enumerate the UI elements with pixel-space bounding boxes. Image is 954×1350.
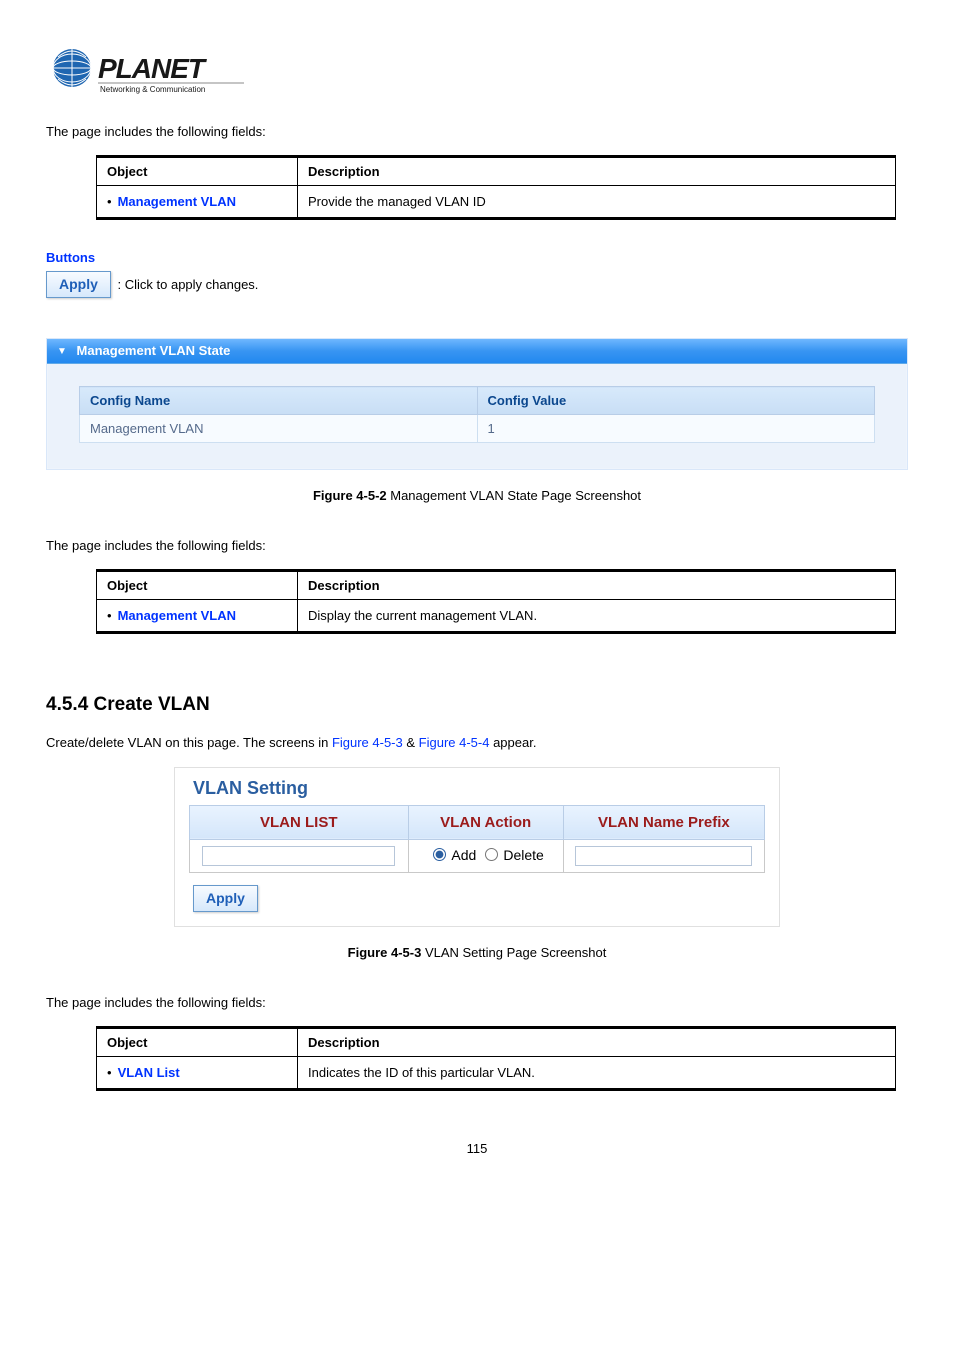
para-text: &	[403, 735, 419, 750]
radio-label: Add	[451, 847, 476, 863]
svg-text:Networking & Communication: Networking & Communication	[100, 85, 205, 94]
table-cell-object: •Management VLAN	[97, 600, 298, 633]
state-header: Config Name	[80, 387, 478, 415]
section-heading: 4.5.4 Create VLAN	[46, 694, 908, 716]
page-number: 115	[46, 1141, 908, 1186]
figure-text: VLAN Setting Page Screenshot	[421, 945, 606, 960]
table-cell-desc: Provide the managed VLAN ID	[298, 186, 896, 219]
vlan-list-input[interactable]	[202, 846, 395, 866]
state-cell: 1	[477, 415, 875, 443]
setting-header: VLAN Name Prefix	[563, 805, 764, 839]
setting-cell-action: Add Delete	[408, 839, 563, 872]
panel-title: Management VLAN State	[77, 343, 231, 358]
state-table: Config Name Config Value Management VLAN…	[79, 386, 875, 443]
table-cell-desc: Display the current management VLAN.	[298, 600, 896, 633]
table-header: Object	[97, 1027, 298, 1056]
figure-link[interactable]: Figure 4-5-4	[419, 735, 490, 750]
object-table-3: Object Description •VLAN List Indicates …	[96, 1026, 896, 1091]
buttons-heading: Buttons	[46, 250, 908, 265]
table-cell-object: •Management VLAN	[97, 186, 298, 219]
intro-text-1: The page includes the following fields:	[46, 123, 908, 141]
vlan-setting-panel: VLAN Setting VLAN LIST VLAN Action VLAN …	[174, 767, 780, 927]
panel-header[interactable]: ▼ Management VLAN State	[47, 339, 907, 364]
vlan-setting-table: VLAN LIST VLAN Action VLAN Name Prefix A…	[189, 805, 765, 873]
apply-description-text: : Click to apply changes.	[118, 277, 259, 292]
field-label: Management VLAN	[118, 194, 236, 209]
setting-header: VLAN Action	[408, 805, 563, 839]
field-label: Management VLAN	[118, 608, 236, 623]
company-logo: PLANET Networking & Communication	[46, 46, 908, 105]
vlan-action-add-radio[interactable]	[433, 848, 446, 861]
field-label: VLAN List	[118, 1065, 180, 1080]
apply-description-line: Apply : Click to apply changes.	[46, 271, 908, 298]
section-paragraph: Create/delete VLAN on this page. The scr…	[46, 734, 908, 752]
object-table-1: Object Description •Management VLAN Prov…	[96, 155, 896, 220]
table-header: Description	[298, 571, 896, 600]
state-header: Config Value	[477, 387, 875, 415]
setting-cell-prefix	[563, 839, 764, 872]
para-text: Create/delete VLAN on this page. The scr…	[46, 735, 332, 750]
object-table-2: Object Description •Management VLAN Disp…	[96, 569, 896, 634]
table-header: Description	[298, 1027, 896, 1056]
apply-button[interactable]: Apply	[46, 271, 111, 298]
figure-caption-1: Figure 4-5-2 Management VLAN State Page …	[46, 488, 908, 503]
intro-text-3: The page includes the following fields:	[46, 994, 908, 1012]
setting-cell-vlan-list	[190, 839, 409, 872]
vlan-name-prefix-input[interactable]	[575, 846, 752, 866]
vlan-setting-title: VLAN Setting	[189, 778, 765, 799]
panel-body: Config Name Config Value Management VLAN…	[47, 364, 907, 469]
apply-button[interactable]: Apply	[193, 885, 258, 912]
intro-text-2: The page includes the following fields:	[46, 537, 908, 555]
table-header: Object	[97, 157, 298, 186]
table-header: Description	[298, 157, 896, 186]
figure-link[interactable]: Figure 4-5-3	[332, 735, 403, 750]
document-page: PLANET Networking & Communication The pa…	[0, 0, 954, 1186]
management-vlan-state-panel: ▼ Management VLAN State Config Name Conf…	[46, 338, 908, 470]
table-header: Object	[97, 571, 298, 600]
radio-label: Delete	[503, 847, 543, 863]
table-cell-desc: Indicates the ID of this particular VLAN…	[298, 1056, 896, 1089]
figure-id: Figure 4-5-2	[313, 488, 387, 503]
figure-text: Management VLAN State Page Screenshot	[387, 488, 641, 503]
table-cell-object: •VLAN List	[97, 1056, 298, 1089]
state-cell: Management VLAN	[80, 415, 478, 443]
para-text: appear.	[489, 735, 536, 750]
svg-text:PLANET: PLANET	[98, 53, 208, 84]
figure-id: Figure 4-5-3	[348, 945, 422, 960]
figure-caption-2: Figure 4-5-3 VLAN Setting Page Screensho…	[46, 945, 908, 960]
setting-header: VLAN LIST	[190, 805, 409, 839]
vlan-action-delete-radio[interactable]	[485, 848, 498, 861]
chevron-down-icon: ▼	[57, 346, 67, 357]
